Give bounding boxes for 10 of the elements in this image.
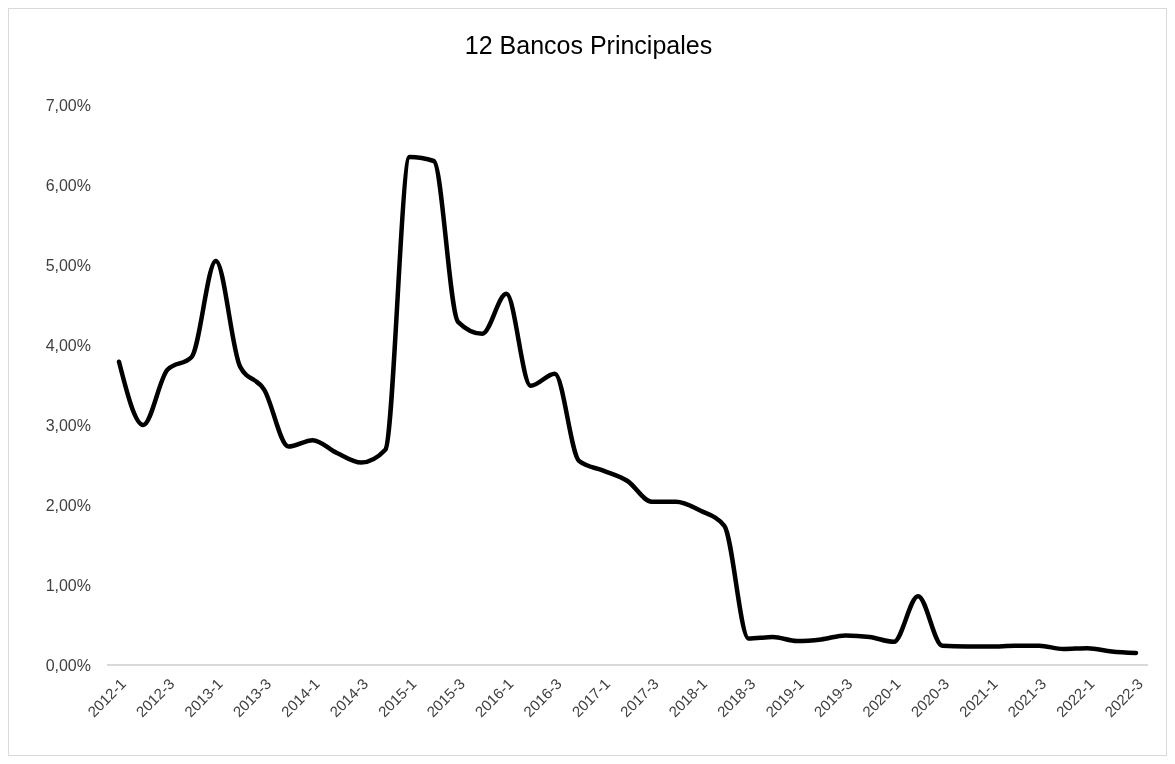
y-tick-label: 5,00% — [45, 256, 91, 274]
y-tick-label: 1,00% — [45, 576, 91, 594]
y-tick-label: 2,00% — [45, 496, 91, 514]
chart-title: 12 Bancos Principales — [463, 31, 714, 60]
y-tick-label: 3,00% — [45, 416, 91, 434]
y-tick-label: 0,00% — [45, 656, 91, 674]
y-tick-label: 4,00% — [45, 336, 91, 354]
y-tick-label: 6,00% — [45, 176, 91, 194]
y-tick-label: 7,00% — [45, 96, 91, 114]
line-series — [116, 154, 1139, 656]
